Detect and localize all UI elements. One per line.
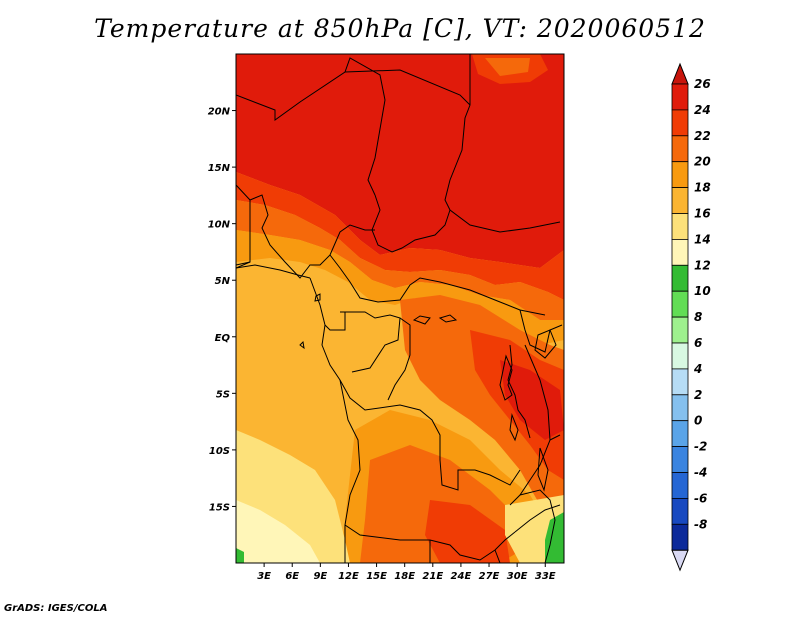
map-title: Temperature at 850hPa [C], VT: 202006051…: [94, 14, 706, 43]
colorbar-swatch: [671, 523, 689, 551]
lat-label: 15S: [209, 502, 230, 513]
lon-label: 3E: [257, 571, 271, 582]
temperature-field: [236, 54, 564, 563]
lon-label: 15E: [366, 571, 387, 582]
grads-credit: GrADS: IGES/COLA: [4, 603, 108, 614]
lon-label: 12E: [338, 571, 359, 582]
colorbar-swatch: [671, 342, 689, 370]
colorbar-swatch: [671, 368, 689, 396]
colorbar-label: -6: [694, 491, 707, 505]
colorbar-label: 20: [694, 155, 711, 169]
colorbar-swatch: [671, 394, 689, 422]
map-frame: [235, 53, 565, 564]
colorbar-swatch: [671, 135, 689, 163]
colorbar-label: 8: [694, 310, 702, 324]
lon-label: 6E: [285, 571, 299, 582]
colorbar-label: 24: [694, 103, 711, 117]
lat-label: 15N: [208, 163, 231, 174]
colorbar-swatch: [671, 446, 689, 473]
colorbar-label: 14: [694, 232, 711, 246]
colorbar-swatch: [671, 213, 689, 240]
lon-label: 9E: [313, 571, 327, 582]
colorbar-swatch: [671, 238, 689, 266]
colorbar-label: 4: [693, 362, 702, 376]
colorbar-label: 6: [694, 336, 702, 350]
colorbar-label: -2: [694, 440, 707, 454]
colorbar-label: 10: [694, 284, 711, 298]
colorbar-label: 26: [694, 77, 711, 91]
colorbar-swatch: [671, 472, 689, 499]
lat-label: 10S: [209, 446, 230, 457]
lat-label: 10N: [208, 220, 231, 231]
lat-label: 5S: [216, 389, 230, 400]
colorbar-swatch: [671, 497, 689, 525]
colorbar-swatch: [671, 161, 689, 188]
country-borders: [236, 54, 563, 563]
colorbar-swatch: [671, 187, 689, 214]
colorbar-label: -8: [694, 517, 707, 531]
colorbar-label: 18: [694, 181, 711, 195]
colorbar-swatch: [671, 264, 689, 292]
colorbar-label: 16: [694, 207, 711, 221]
colorbar-top-arrow: [671, 62, 689, 85]
lon-label: 30E: [507, 571, 528, 582]
colorbar-label: -4: [694, 466, 707, 480]
colorbar-swatch: [671, 83, 689, 111]
colorbar-swatch: [671, 420, 689, 448]
colorbar-label: 22: [694, 129, 711, 143]
latitude-axis: 20N 15N 10N 5N EQ 5S 10S 15S: [208, 107, 236, 513]
colorbar-swatch: [671, 109, 689, 137]
lon-label: 18E: [394, 571, 415, 582]
lat-label: 20N: [208, 107, 231, 118]
lat-label: 5N: [215, 276, 231, 287]
colorbar-label: 12: [694, 258, 711, 272]
lat-label: EQ: [215, 333, 231, 344]
colorbar-swatch: [671, 290, 689, 318]
colorbar-label: 0: [694, 414, 702, 428]
lon-label: 27E: [479, 571, 500, 582]
longitude-axis: 3E 6E 9E 12E 15E 18E 21E 24E 27E 30E 33E: [257, 563, 556, 582]
lon-label: 24E: [451, 571, 472, 582]
colorbar-bottom-arrow: [671, 549, 689, 572]
colorbar-label: 2: [694, 388, 702, 402]
lon-label: 21E: [422, 571, 443, 582]
colorbar-swatch: [671, 316, 689, 344]
lon-label: 33E: [535, 571, 556, 582]
